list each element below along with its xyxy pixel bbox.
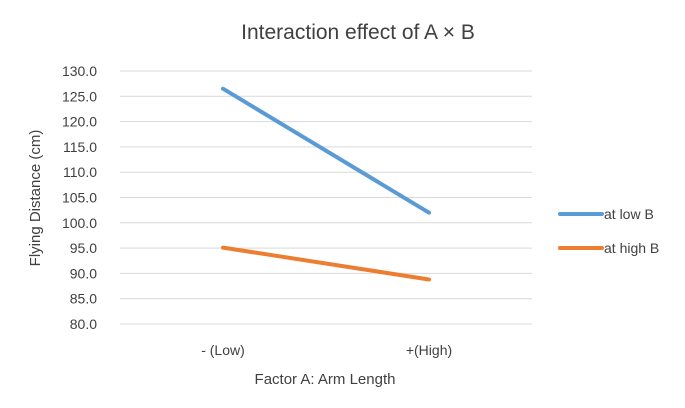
legend: at low B at high B — [558, 206, 659, 256]
y-tick-label: 100.0 — [62, 215, 97, 231]
y-tick-label: 125.0 — [62, 88, 97, 104]
chart-title: Interaction effect of A × B — [241, 21, 475, 44]
x-tick-label: +(High) — [406, 342, 452, 358]
y-tick-label: 130.0 — [62, 63, 97, 79]
x-axis-title: Factor A: Arm Length — [255, 371, 396, 388]
x-tick-labels: - (Low) +(High) — [201, 342, 452, 358]
y-tick-label: 90.0 — [70, 265, 97, 281]
x-tick-label: - (Low) — [201, 342, 245, 358]
legend-label: at low B — [604, 206, 654, 222]
series-line-1 — [221, 86, 431, 215]
y-axis-title: Flying Distance (cm) — [27, 130, 44, 267]
series-lines — [221, 86, 431, 282]
gridlines — [120, 70, 532, 325]
y-tick-labels: 80.0 85.0 90.0 95.0 100.0 105.0 110.0 115.0 120.… — [62, 63, 97, 332]
y-tick-label: 110.0 — [63, 164, 97, 180]
series-line-2 — [221, 245, 431, 282]
legend-label: at high B — [604, 240, 659, 256]
y-tick-label: 115.0 — [63, 139, 97, 155]
y-tick-label: 85.0 — [70, 291, 97, 307]
y-tick-label: 95.0 — [70, 240, 97, 256]
y-tick-label: 80.0 — [70, 316, 97, 332]
y-tick-label: 120.0 — [62, 114, 97, 130]
y-tick-label: 105.0 — [62, 190, 97, 206]
